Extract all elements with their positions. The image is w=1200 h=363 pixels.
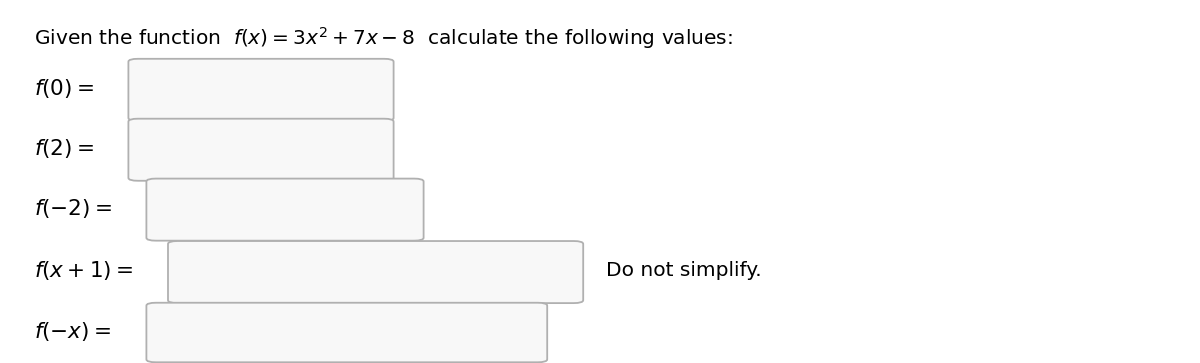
Text: Do not simplify.: Do not simplify. xyxy=(606,261,762,280)
Text: $f(0) =$: $f(0) =$ xyxy=(34,77,94,101)
Text: $f(x+1) =$: $f(x+1) =$ xyxy=(34,259,133,282)
Text: $f(2) =$: $f(2) =$ xyxy=(34,137,94,160)
FancyBboxPatch shape xyxy=(146,179,424,241)
FancyBboxPatch shape xyxy=(168,241,583,303)
Text: $f(-x) =$: $f(-x) =$ xyxy=(34,320,110,343)
Text: Given the function  $f(x) = 3x^2 + 7x - 8$  calculate the following values:: Given the function $f(x) = 3x^2 + 7x - 8… xyxy=(34,25,732,51)
FancyBboxPatch shape xyxy=(146,303,547,362)
FancyBboxPatch shape xyxy=(128,59,394,121)
Text: $f(-2) =$: $f(-2) =$ xyxy=(34,197,112,220)
FancyBboxPatch shape xyxy=(128,119,394,181)
